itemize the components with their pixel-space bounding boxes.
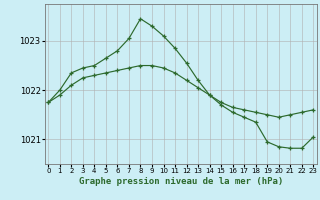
X-axis label: Graphe pression niveau de la mer (hPa): Graphe pression niveau de la mer (hPa) [79, 177, 283, 186]
